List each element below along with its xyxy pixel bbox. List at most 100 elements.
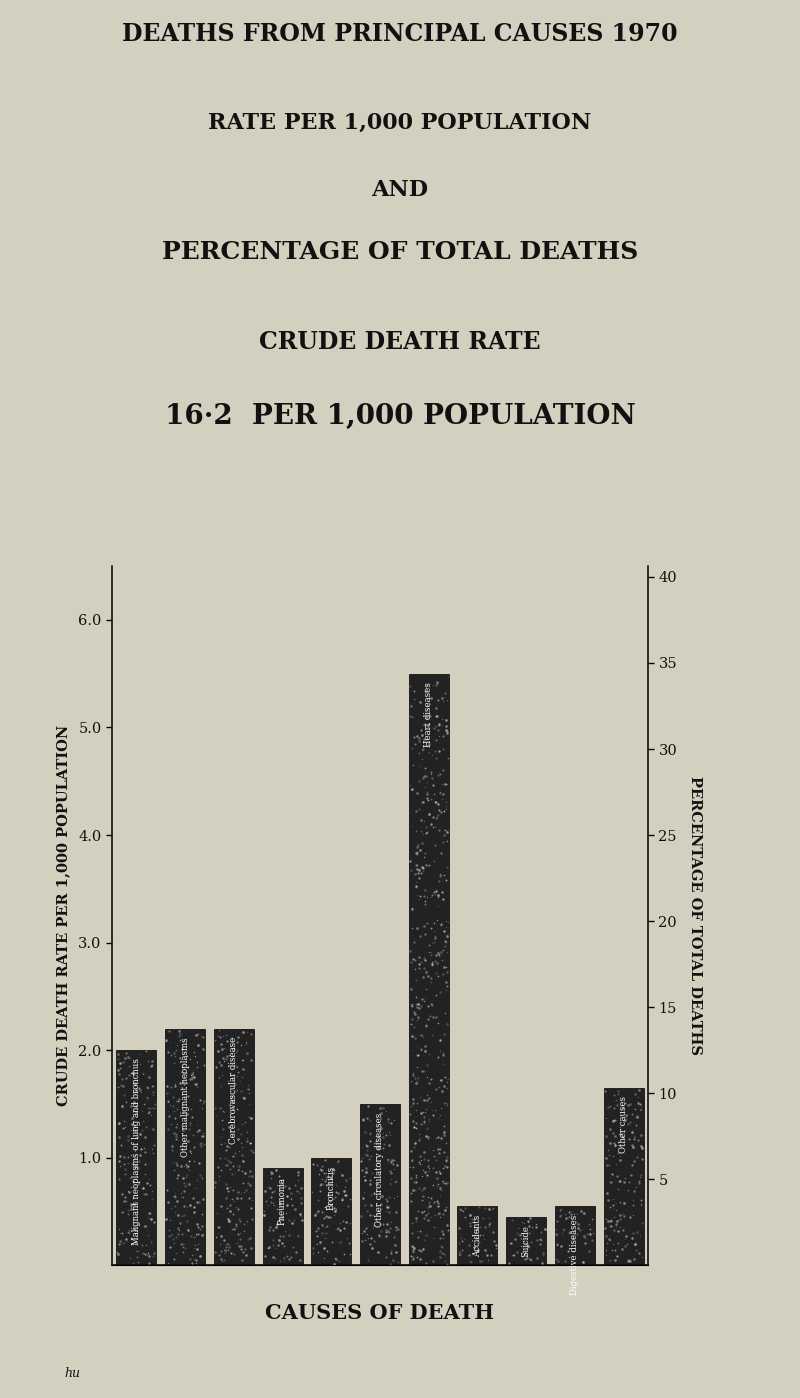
Point bbox=[142, 1202, 155, 1225]
Point bbox=[442, 747, 454, 769]
Point bbox=[274, 1197, 287, 1219]
Point bbox=[191, 1216, 204, 1239]
Point bbox=[213, 1244, 226, 1267]
Point bbox=[418, 1229, 430, 1251]
Point bbox=[434, 863, 446, 885]
Point bbox=[138, 1153, 151, 1176]
Point bbox=[634, 1163, 647, 1186]
Point bbox=[440, 1071, 453, 1093]
Point bbox=[223, 1176, 236, 1198]
Point bbox=[354, 1205, 367, 1227]
Point bbox=[562, 1240, 574, 1262]
Point bbox=[185, 1142, 198, 1165]
Point bbox=[216, 1037, 229, 1060]
Point bbox=[230, 1215, 242, 1237]
Point bbox=[165, 1197, 178, 1219]
Point bbox=[321, 1215, 334, 1237]
Point bbox=[179, 1174, 192, 1197]
Point bbox=[142, 1076, 154, 1099]
Point bbox=[166, 1134, 178, 1156]
Point bbox=[142, 1169, 155, 1191]
Point bbox=[432, 1192, 445, 1215]
Point bbox=[307, 1236, 320, 1258]
Point bbox=[195, 1223, 208, 1246]
Point bbox=[627, 1248, 640, 1271]
Point bbox=[134, 1144, 146, 1166]
Point bbox=[627, 1151, 640, 1173]
Point bbox=[420, 1097, 433, 1120]
Point bbox=[417, 860, 430, 882]
Point bbox=[418, 990, 430, 1012]
Point bbox=[318, 1197, 331, 1219]
Point bbox=[359, 1158, 372, 1180]
Point bbox=[417, 822, 430, 844]
Point bbox=[145, 1054, 158, 1076]
Point bbox=[311, 1153, 324, 1176]
Point bbox=[177, 1233, 190, 1255]
Point bbox=[434, 1179, 447, 1201]
Point bbox=[433, 724, 446, 747]
Point bbox=[419, 1015, 432, 1037]
Point bbox=[235, 1113, 248, 1135]
Point bbox=[436, 1042, 449, 1064]
Point bbox=[417, 1026, 430, 1048]
Point bbox=[173, 1088, 186, 1110]
Point bbox=[222, 1233, 234, 1255]
Point bbox=[607, 1219, 620, 1241]
Point bbox=[616, 1097, 629, 1120]
Point bbox=[278, 1234, 290, 1257]
Point bbox=[405, 1234, 418, 1257]
Point bbox=[578, 1232, 591, 1254]
Point bbox=[623, 1093, 636, 1116]
Point bbox=[360, 1134, 373, 1156]
Point bbox=[624, 1111, 637, 1134]
Point bbox=[603, 1172, 616, 1194]
Point bbox=[172, 1223, 185, 1246]
Point bbox=[191, 1076, 204, 1099]
Point bbox=[438, 1199, 451, 1222]
Point bbox=[619, 1225, 632, 1247]
Point bbox=[440, 1145, 453, 1167]
Point bbox=[618, 1120, 631, 1142]
Point bbox=[430, 671, 443, 693]
Point bbox=[215, 1132, 228, 1155]
Point bbox=[224, 1199, 237, 1222]
Point bbox=[321, 1240, 334, 1262]
Point bbox=[611, 1244, 624, 1267]
Point bbox=[419, 1204, 432, 1226]
Point bbox=[217, 1037, 230, 1060]
Point bbox=[163, 1225, 176, 1247]
Point bbox=[355, 1230, 368, 1253]
Point bbox=[416, 857, 429, 879]
Point bbox=[433, 1075, 446, 1097]
Point bbox=[198, 1132, 210, 1155]
Point bbox=[245, 1138, 258, 1160]
Point bbox=[214, 1125, 227, 1148]
Point bbox=[421, 1085, 434, 1107]
Point bbox=[174, 1212, 187, 1234]
Point bbox=[390, 1201, 402, 1223]
Point bbox=[555, 1204, 568, 1226]
Point bbox=[413, 1177, 426, 1199]
Point bbox=[523, 1247, 536, 1269]
Point bbox=[228, 1190, 241, 1212]
Point bbox=[432, 1127, 445, 1149]
Point bbox=[212, 1156, 225, 1179]
Point bbox=[197, 1039, 210, 1061]
Point bbox=[408, 1131, 421, 1153]
Point bbox=[127, 1090, 140, 1113]
Point bbox=[406, 993, 418, 1015]
Point bbox=[626, 1137, 639, 1159]
Text: hu: hu bbox=[64, 1367, 80, 1380]
Point bbox=[550, 1247, 562, 1269]
Point bbox=[180, 1156, 193, 1179]
Point bbox=[437, 1053, 450, 1075]
Point bbox=[626, 1153, 638, 1176]
Point bbox=[442, 1068, 454, 1090]
Point bbox=[374, 1192, 387, 1215]
Point bbox=[258, 1204, 270, 1226]
Point bbox=[220, 1177, 233, 1199]
Point bbox=[134, 1079, 146, 1102]
Point bbox=[361, 1107, 374, 1130]
Point bbox=[406, 1222, 418, 1244]
